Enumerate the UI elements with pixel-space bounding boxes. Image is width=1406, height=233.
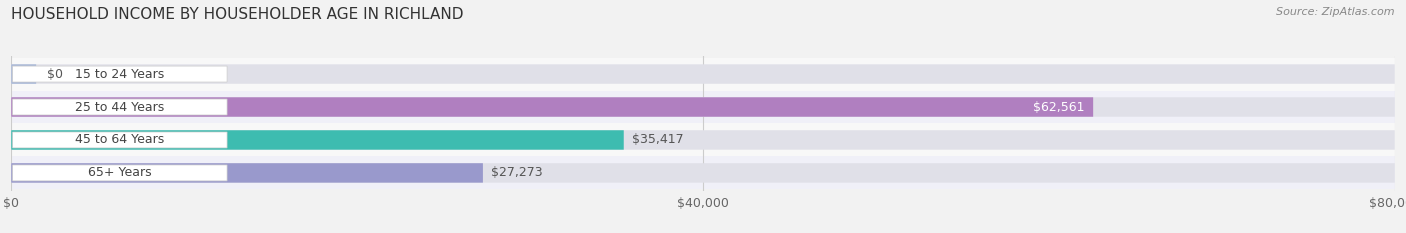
FancyBboxPatch shape bbox=[11, 97, 1395, 117]
Text: 25 to 44 Years: 25 to 44 Years bbox=[76, 100, 165, 113]
Text: 65+ Years: 65+ Years bbox=[89, 166, 152, 179]
FancyBboxPatch shape bbox=[11, 130, 624, 150]
FancyBboxPatch shape bbox=[13, 66, 228, 82]
FancyBboxPatch shape bbox=[13, 99, 228, 115]
FancyBboxPatch shape bbox=[13, 132, 228, 148]
FancyBboxPatch shape bbox=[11, 64, 1395, 84]
FancyBboxPatch shape bbox=[11, 123, 1395, 156]
FancyBboxPatch shape bbox=[11, 97, 1094, 117]
FancyBboxPatch shape bbox=[11, 130, 1395, 150]
Text: Source: ZipAtlas.com: Source: ZipAtlas.com bbox=[1277, 7, 1395, 17]
FancyBboxPatch shape bbox=[11, 58, 1395, 91]
FancyBboxPatch shape bbox=[11, 163, 482, 183]
Text: 15 to 24 Years: 15 to 24 Years bbox=[76, 68, 165, 81]
FancyBboxPatch shape bbox=[13, 165, 228, 181]
FancyBboxPatch shape bbox=[11, 64, 37, 84]
FancyBboxPatch shape bbox=[11, 91, 1395, 123]
FancyBboxPatch shape bbox=[11, 163, 1395, 183]
Text: 45 to 64 Years: 45 to 64 Years bbox=[76, 134, 165, 147]
Text: $35,417: $35,417 bbox=[633, 134, 683, 147]
FancyBboxPatch shape bbox=[11, 156, 1395, 189]
Text: $62,561: $62,561 bbox=[1033, 100, 1085, 113]
Text: HOUSEHOLD INCOME BY HOUSEHOLDER AGE IN RICHLAND: HOUSEHOLD INCOME BY HOUSEHOLDER AGE IN R… bbox=[11, 7, 464, 22]
Text: $27,273: $27,273 bbox=[491, 166, 543, 179]
Text: $0: $0 bbox=[48, 68, 63, 81]
